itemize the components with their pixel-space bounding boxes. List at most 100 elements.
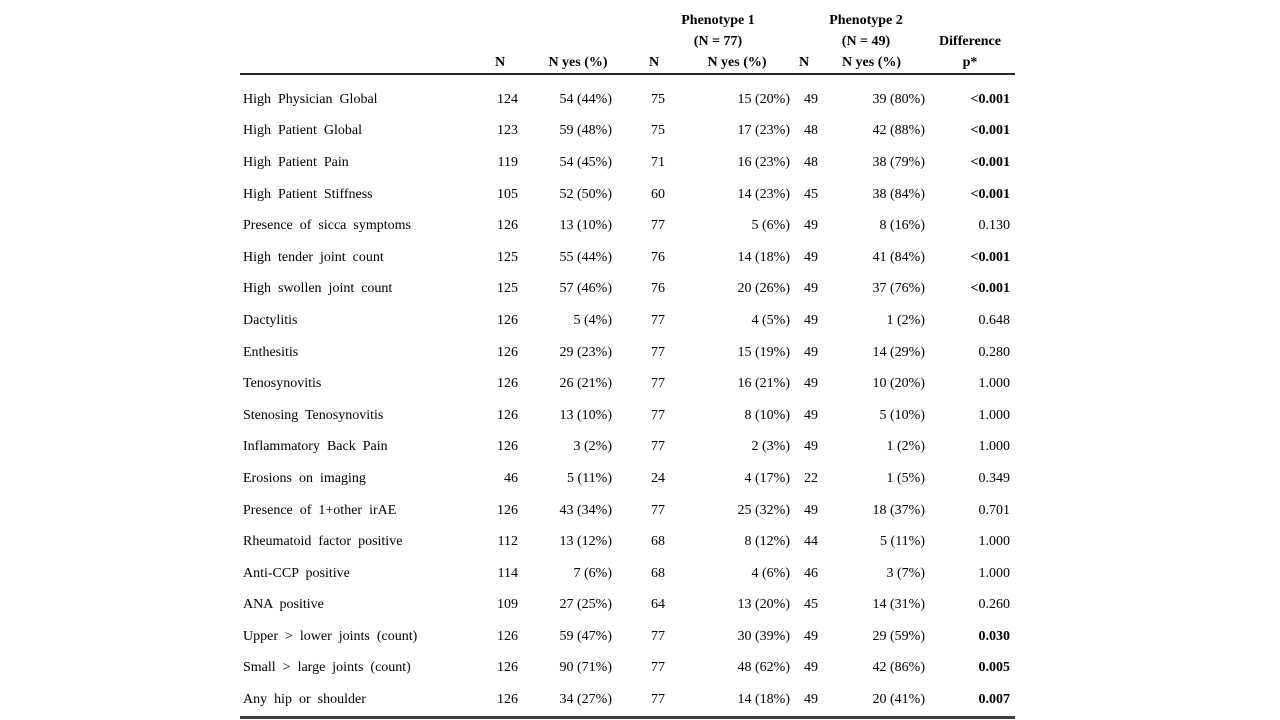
column-header-n: N [480,52,520,75]
table-row: Dactylitis 126 5 (4%) 77 4 (5%) 49 1 (2%… [240,305,1015,337]
cell-phenotype1-n-yes: 14 (18%) [737,249,791,265]
cell-phenotype1-n-yes: 13 (20%) [737,597,791,613]
cell-n: 126 [497,344,518,360]
cell-n-yes: 55 (44%) [559,249,613,265]
cell-p-value: 0.005 [978,660,1011,676]
cell-phenotype1-n: 77 [612,684,668,719]
row-label: High Patient Pain [243,154,349,170]
cell-p-value: 0.648 [978,312,1011,328]
table-row: Rheumatoid factor positive 112 13 (12%) … [240,526,1015,558]
cell-phenotype2-n-yes: 38 (79%) [872,154,926,170]
cell-phenotype1-n-yes: 2 (3%) [751,439,791,455]
table-row: Enthesitis 126 29 (23%) 77 15 (19%) 49 1… [240,337,1015,369]
cell-n-yes: 59 (48%) [559,123,613,139]
cell-phenotype1-n: 77 [651,376,665,392]
cell-p-value: 1.000 [978,376,1011,392]
cell-phenotype1-n-yes: 25 (32%) [737,502,791,518]
cell-p-value: 1.000 [978,439,1011,455]
cell-phenotype1-n-yes: 8 (12%) [744,534,791,550]
cell-phenotype1-n: 75 [651,123,665,139]
cell-phenotype2-n: 45 [804,597,818,613]
row-label: Rheumatoid factor positive [243,534,403,550]
row-label: Dactylitis [243,312,298,328]
cell-phenotype2-n: 49 [804,407,818,423]
row-label: Small > large joints (count) [243,660,411,676]
table-header: Phenotype 1 (N = 77) Phenotype 2 (N = 49… [240,10,1015,75]
cell-phenotype1-n: 71 [651,154,665,170]
cell-p-value: <0.001 [970,91,1010,107]
cell-phenotype1-n: 77 [651,218,665,234]
cell-phenotype1-n: 76 [651,281,665,297]
cell-phenotype2-n: 22 [804,470,818,486]
table-row: Tenosynovitis 126 26 (21%) 77 16 (21%) 4… [240,368,1015,400]
table-row: High Patient Stiffness 105 52 (50%) 60 1… [240,179,1015,211]
clinical-phenotype-table: Phenotype 1 (N = 77) Phenotype 2 (N = 49… [240,10,1015,719]
phenotype1-title: Phenotype 1 [681,13,755,28]
difference-header: Difference [939,34,1001,49]
table-row: High Physician Global 124 54 (44%) 75 15… [240,74,1015,116]
cell-phenotype2-n-yes: 5 (10%) [879,407,926,423]
cell-phenotype2-n-yes: 1 (5%) [886,470,926,486]
cell-phenotype1-n: 60 [651,186,665,202]
cell-phenotype2-n: 49 [804,218,818,234]
row-label: Inflammatory Back Pain [243,439,388,455]
cell-n: 124 [497,91,518,107]
cell-n-yes: 59 (47%) [559,628,613,644]
cell-phenotype1-n: 77 [651,439,665,455]
table-row: High Patient Pain 119 54 (45%) 71 16 (23… [240,147,1015,179]
table-row: High Patient Global 123 59 (48%) 75 17 (… [240,116,1015,148]
column-header-row: N N yes (%) N N yes (%) N N yes (%) p* [240,52,1015,75]
row-label: High Patient Global [243,123,362,139]
cell-phenotype2-n: 49 [804,249,818,265]
cell-phenotype1-n-yes: 5 (6%) [751,218,791,234]
row-label: High Patient Stiffness [243,186,373,202]
cell-n: 105 [497,186,518,202]
cell-n: 126 [497,312,518,328]
cell-phenotype2-n: 45 [804,186,818,202]
table-row: High swollen joint count 125 57 (46%) 76… [240,274,1015,306]
column-header-p2-n: N [790,52,818,75]
cell-phenotype2-n: 49 [804,660,818,676]
column-header-p2-n-yes: N yes (%) [818,52,925,75]
cell-phenotype1-n-yes: 16 (21%) [737,376,791,392]
cell-n: 112 [497,534,518,550]
cell-phenotype2-n-yes: 29 (59%) [872,628,926,644]
table-row: Upper > lower joints (count) 126 59 (47%… [240,621,1015,653]
cell-p-value: <0.001 [970,154,1010,170]
cell-phenotype2-n-yes: 3 (7%) [886,565,926,581]
cell-phenotype1-n: 64 [651,597,665,613]
cell-phenotype2-n-yes: 1 (2%) [886,312,926,328]
cell-phenotype2-n-yes: 5 (11%) [880,534,925,550]
cell-phenotype2-n: 49 [804,439,818,455]
header-spacer-n [480,10,520,52]
column-header-p-value: p* [925,52,1015,75]
column-header-p1-n: N [612,52,668,75]
cell-n: 125 [497,249,518,265]
cell-n: 109 [497,597,518,613]
cell-n: 126 [497,439,518,455]
row-label: Enthesitis [243,344,299,360]
table-row: Small > large joints (count) 126 90 (71%… [240,653,1015,685]
cell-n-yes: 3 (2%) [573,439,613,455]
cell-p-value: 0.007 [925,684,1015,719]
table-row: Presence of 1+other irAE 126 43 (34%) 77… [240,495,1015,527]
row-label: Any hip or shoulder [240,684,480,719]
cell-phenotype1-n-yes: 15 (20%) [737,91,791,107]
cell-n: 119 [497,154,518,170]
cell-phenotype2-n-yes: 38 (84%) [872,186,926,202]
cell-p-value: 0.280 [978,344,1011,360]
cell-phenotype2-n: 46 [804,565,818,581]
cell-p-value: 0.349 [978,470,1011,486]
cell-p-value: 0.130 [978,218,1011,234]
cell-p-value: <0.001 [970,281,1010,297]
cell-phenotype1-n: 76 [651,249,665,265]
cell-phenotype2-n-yes: 10 (20%) [872,376,926,392]
cell-phenotype1-n-yes: 16 (23%) [737,154,791,170]
cell-n: 126 [497,376,518,392]
cell-p-value: <0.001 [970,123,1010,139]
cell-phenotype2-n: 48 [804,123,818,139]
cell-phenotype2-n-yes: 1 (2%) [886,439,926,455]
cell-p-value: 1.000 [978,407,1011,423]
cell-phenotype2-n: 44 [804,534,818,550]
cell-n-yes: 54 (44%) [559,91,613,107]
